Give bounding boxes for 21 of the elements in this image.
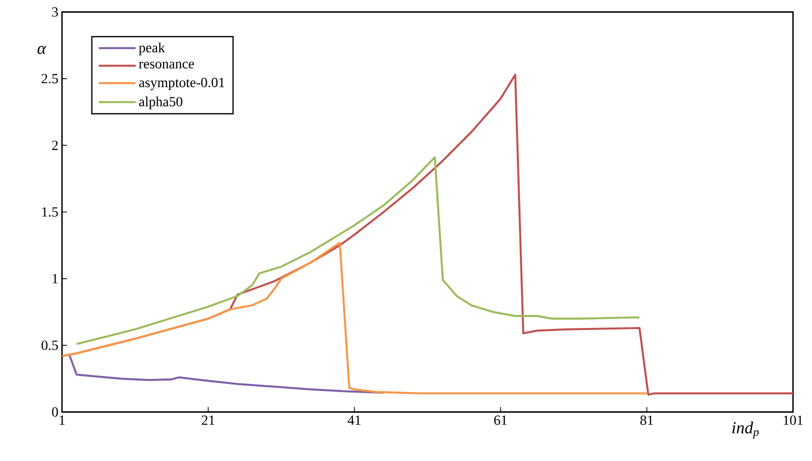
y-tick-label: 1.5 (42, 207, 58, 217)
y-tick-label: 0.5 (42, 340, 58, 350)
y-tick-label: 2.5 (42, 74, 58, 84)
x-tick-label: 1 (60, 416, 65, 425)
x-tick-label: 101 (784, 416, 803, 425)
legend-label: asymptote-0.01 (139, 78, 224, 90)
x-tick-label: 61 (494, 416, 507, 425)
y-axis-title: α (38, 46, 46, 54)
x-axis-title: ind$_{p}$ (732, 422, 759, 438)
y-tick-label: 1 (52, 274, 58, 284)
y-tick-label: 2 (52, 140, 58, 150)
x-tick-label: 81 (640, 416, 653, 425)
legend-label: resonance (138, 62, 194, 68)
line-series (76, 156, 640, 345)
y-tick-label: 0 (52, 407, 58, 417)
x-tick-label: 41 (348, 416, 361, 425)
x-tick-label: 21 (202, 416, 214, 425)
legend-label: peak (138, 42, 166, 56)
legend-label: alpha50 (139, 96, 182, 110)
y-tick-label: 3 (52, 7, 58, 17)
line-series (62, 242, 648, 394)
